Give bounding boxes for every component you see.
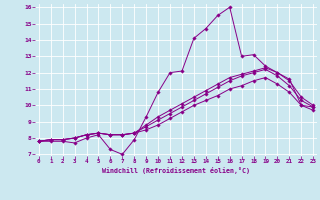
X-axis label: Windchill (Refroidissement éolien,°C): Windchill (Refroidissement éolien,°C) <box>102 167 250 174</box>
